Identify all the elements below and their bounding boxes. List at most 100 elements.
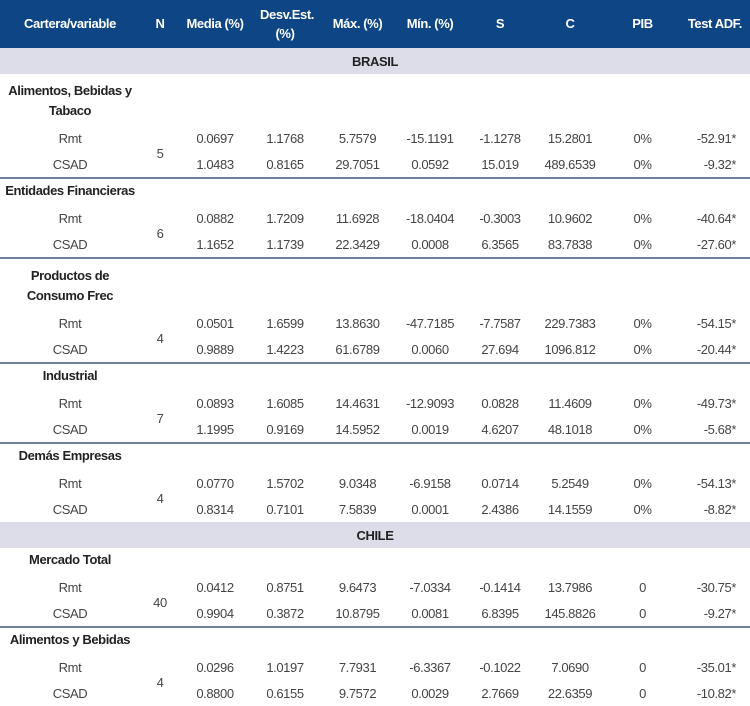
cell-value: 0.6155 [266,685,304,701]
row-label: CSAD [0,416,140,444]
cell-value: -8.82* [703,501,737,517]
cell-value: 15.2801 [547,130,593,146]
row-label: Rmt [58,315,82,331]
cell-value: 0.0296 [196,659,234,675]
cell-value: 145.8826 [535,600,605,628]
cell-value: -1.1278 [479,130,521,146]
table-row: CSAD 0.9904 0.3872 10.8795 0.0081 6.8395 145.8… [0,600,750,628]
cell-value: 0 [639,685,646,701]
group-name: Mercado Total [29,552,111,567]
cell-value: 10.9602 [547,210,593,226]
cell-value: 0.0893 [196,395,234,411]
table-row: CSAD 0.8800 0.6155 9.7572 0.0029 2.7669 22.635… [0,680,750,706]
cell-value: -9.27* [680,600,750,628]
cell-value: 0% [605,151,680,179]
cell-value: 0% [605,416,680,444]
section-title: CHILE [0,522,750,548]
n-value: 4 [156,674,164,690]
cell-value: 27.694 [465,336,535,364]
cell-value: 11.4609 [548,395,592,411]
group-name: Entidades Financieras [5,183,135,198]
spacer [140,363,750,390]
cell-value: 7.5839 [338,501,377,517]
cell-value: -0.1414 [479,579,521,595]
cell-value: 0.0081 [395,600,465,628]
cell-value: 0% [633,475,652,491]
cell-value: -54.13* [696,475,737,491]
section-row: CHILE [0,522,750,548]
cell-value: 0.9904 [180,600,250,628]
cell-value: 5.2549 [551,475,589,491]
row-label: CSAD [52,501,88,517]
cell-value: 5.7579 [338,130,377,146]
cell-value: 29.7051 [320,151,395,179]
cell-value: -10.82* [696,685,737,701]
column-header: C [535,0,605,48]
cell-value: 13.8630 [335,315,380,331]
table-header: Cartera/variable N Media (%) Desv.Est. (%) M… [0,0,750,48]
row-label: CSAD [0,600,140,628]
group-name: Alimentos y Bebidas [9,632,131,647]
cell-value: 0% [605,231,680,259]
cell-value: 15.019 [465,151,535,179]
section-title: BRASIL [0,48,750,74]
cell-value: 0.0029 [411,685,449,701]
column-header: Mín. (%) [395,0,465,48]
cell-value: -6.3367 [409,659,451,675]
cell-value: 9.0348 [338,475,377,491]
cell-value: 229.7383 [544,315,596,331]
cell-value: 0.0008 [395,231,465,259]
cell-value: 6.8395 [465,600,535,628]
cell-value: -27.60* [680,231,750,259]
cell-value: 83.7838 [535,231,605,259]
column-header: Desv.Est. (%) [250,0,320,48]
cell-value: 0 [639,659,646,675]
table-row: Rmt 7 0.0893 1.6085 14.4631 -12.9093 0.0828 11.… [0,390,750,444]
row-label: CSAD [0,151,140,179]
row-label: Rmt [58,395,82,411]
cell-value: 1.0197 [266,659,304,675]
column-header: S [465,0,535,48]
cell-value: 2.4386 [481,501,519,517]
cell-value: 1096.812 [535,336,605,364]
cell-value: 14.5952 [320,416,395,444]
cell-value: 0.0019 [395,416,465,444]
cell-value: 4.6207 [465,416,535,444]
n-value: 7 [140,390,180,444]
cell-value: 7.0690 [551,659,589,675]
cell-value: 0.3872 [250,600,320,628]
cell-value: -40.64* [696,210,737,226]
cell-value: 1.1768 [266,130,304,146]
cell-value: -0.3003 [479,210,521,226]
spacer [140,178,750,205]
cell-value: -0.1022 [479,659,521,675]
table-row: Rmt 40 0.0412 0.8751 9.6473 -7.0334 -0.1414 13.… [0,574,750,628]
cell-value: 11.6928 [335,210,380,226]
cell-value: 48.1018 [535,416,605,444]
cell-value: -12.9093 [405,395,455,411]
cell-value: 0.0001 [411,501,449,517]
row-label: Rmt [58,210,82,226]
group-name: Productos de Consumo Frec [26,268,114,303]
group-title-row: Entidades Financieras [0,178,750,205]
cell-value: 0.9889 [180,336,250,364]
cell-value: -20.44* [680,336,750,364]
cell-value: 0.0770 [196,475,234,491]
cell-value: 0.0697 [196,130,234,146]
row-label: Rmt [58,130,82,146]
row-label: CSAD [0,336,140,364]
cell-value: 0 [639,579,646,595]
row-label: Rmt [58,579,82,595]
table-row: Rmt 4 0.0770 1.5702 9.0348 -6.9158 0.0714 5.254… [0,470,750,506]
column-header: Test ADF. [680,0,750,48]
spacer [140,74,750,125]
column-header: PIB [605,0,680,48]
cell-value: -7.0334 [409,579,451,595]
cell-value: -6.9158 [409,475,451,491]
cell-value: -54.15* [696,315,737,331]
n-value: 5 [140,125,180,179]
cell-value: 1.6599 [266,315,304,331]
cell-value: -47.7185 [405,315,455,331]
column-header: N [140,0,180,48]
